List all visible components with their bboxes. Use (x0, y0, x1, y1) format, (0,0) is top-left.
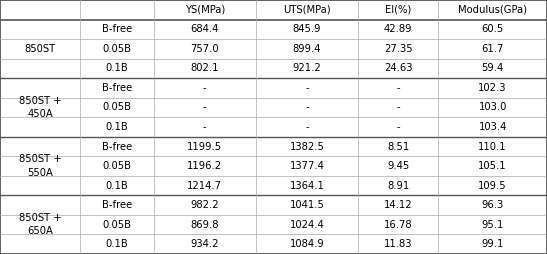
Text: -: - (305, 83, 309, 93)
Text: 845.9: 845.9 (293, 24, 321, 34)
Text: 42.89: 42.89 (384, 24, 412, 34)
Text: B-free: B-free (102, 200, 132, 210)
Text: 8.51: 8.51 (387, 141, 409, 152)
Text: 109.5: 109.5 (478, 181, 507, 190)
Text: 899.4: 899.4 (293, 44, 321, 54)
Text: -: - (203, 122, 207, 132)
Text: 850ST: 850ST (25, 44, 56, 54)
Text: 8.91: 8.91 (387, 181, 409, 190)
Text: 95.1: 95.1 (481, 220, 504, 230)
Text: 1041.5: 1041.5 (290, 200, 324, 210)
Text: 0.05B: 0.05B (102, 220, 131, 230)
Text: 850ST +
450A: 850ST + 450A (19, 96, 61, 119)
Text: B-free: B-free (102, 24, 132, 34)
Text: -: - (397, 122, 400, 132)
Text: 802.1: 802.1 (190, 64, 219, 73)
Text: 684.4: 684.4 (190, 24, 219, 34)
Text: 103.0: 103.0 (479, 102, 507, 113)
Text: 9.45: 9.45 (387, 161, 409, 171)
Text: -: - (203, 83, 207, 93)
Text: 14.12: 14.12 (384, 200, 412, 210)
Text: -: - (305, 102, 309, 113)
Text: 105.1: 105.1 (478, 161, 507, 171)
Text: 1024.4: 1024.4 (290, 220, 324, 230)
Text: 110.1: 110.1 (478, 141, 507, 152)
Text: 60.5: 60.5 (481, 24, 504, 34)
Text: 1377.4: 1377.4 (290, 161, 324, 171)
Text: 0.1B: 0.1B (106, 122, 128, 132)
Text: 850ST +
550A: 850ST + 550A (19, 154, 61, 178)
Text: 921.2: 921.2 (293, 64, 322, 73)
Text: B-free: B-free (102, 141, 132, 152)
Text: 982.2: 982.2 (190, 200, 219, 210)
Text: 0.1B: 0.1B (106, 239, 128, 249)
Text: B-free: B-free (102, 83, 132, 93)
Text: 102.3: 102.3 (479, 83, 507, 93)
Text: El(%): El(%) (385, 5, 411, 15)
Text: 1199.5: 1199.5 (187, 141, 222, 152)
Text: YS(MPa): YS(MPa) (184, 5, 225, 15)
Text: 24.63: 24.63 (384, 64, 412, 73)
Text: -: - (305, 122, 309, 132)
Text: 11.83: 11.83 (384, 239, 412, 249)
Text: 0.05B: 0.05B (102, 102, 131, 113)
Text: Modulus(GPa): Modulus(GPa) (458, 5, 527, 15)
Text: 96.3: 96.3 (481, 200, 504, 210)
Text: 850ST +
650A: 850ST + 650A (19, 213, 61, 236)
Text: 61.7: 61.7 (481, 44, 504, 54)
Text: 59.4: 59.4 (481, 64, 504, 73)
Text: 1214.7: 1214.7 (187, 181, 222, 190)
Text: 103.4: 103.4 (479, 122, 507, 132)
Text: 16.78: 16.78 (384, 220, 412, 230)
Text: 27.35: 27.35 (384, 44, 412, 54)
Text: -: - (397, 102, 400, 113)
Text: 869.8: 869.8 (190, 220, 219, 230)
Text: 0.05B: 0.05B (102, 44, 131, 54)
Text: 0.1B: 0.1B (106, 64, 128, 73)
Text: 1084.9: 1084.9 (290, 239, 324, 249)
Text: 0.05B: 0.05B (102, 161, 131, 171)
Text: 1196.2: 1196.2 (187, 161, 222, 171)
Text: -: - (203, 102, 207, 113)
Text: 757.0: 757.0 (190, 44, 219, 54)
Text: UTS(MPa): UTS(MPa) (283, 5, 331, 15)
Text: 1364.1: 1364.1 (290, 181, 324, 190)
Text: -: - (397, 83, 400, 93)
Text: 1382.5: 1382.5 (290, 141, 324, 152)
Text: 99.1: 99.1 (481, 239, 504, 249)
Text: 0.1B: 0.1B (106, 181, 128, 190)
Text: 934.2: 934.2 (190, 239, 219, 249)
